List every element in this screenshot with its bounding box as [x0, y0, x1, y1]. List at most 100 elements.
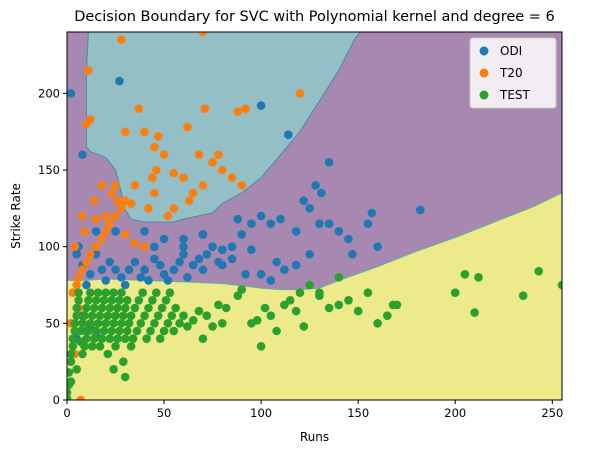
point-test [179, 311, 188, 321]
point-test [161, 296, 171, 305]
point-odi [233, 214, 243, 224]
point-t20 [82, 119, 91, 129]
point-t20 [101, 211, 111, 221]
point-odi [241, 270, 250, 279]
scatter-points [67, 32, 562, 400]
point-t20 [153, 132, 163, 141]
point-odi [120, 280, 130, 290]
point-t20 [150, 142, 159, 152]
point-test [124, 319, 134, 328]
point-test [128, 334, 138, 344]
point-test [70, 319, 80, 328]
point-odi [334, 227, 344, 236]
point-t20 [163, 211, 173, 221]
x-tick-label: 200 [444, 406, 466, 420]
point-test [221, 303, 231, 313]
point-odi [247, 219, 256, 228]
point-t20 [82, 257, 91, 267]
point-test [97, 334, 107, 344]
point-t20 [233, 107, 243, 116]
point-odi [280, 265, 289, 275]
x-tick-label: 0 [63, 406, 70, 420]
point-test [67, 357, 76, 366]
point-test [93, 319, 103, 328]
point-t20 [194, 150, 204, 159]
point-odi [130, 257, 140, 267]
point-test [470, 308, 479, 317]
point-t20 [198, 181, 208, 190]
point-test [86, 288, 95, 298]
point-test [117, 288, 126, 298]
point-t20 [117, 204, 126, 213]
point-test [130, 303, 140, 313]
point-t20 [227, 173, 237, 182]
legend-label-odi: ODI [500, 44, 522, 58]
point-test [324, 303, 334, 313]
point-odi [247, 245, 256, 254]
point-test [67, 388, 72, 397]
point-odi [202, 250, 212, 259]
point-test [97, 303, 107, 313]
point-test [299, 322, 309, 331]
point-test [82, 303, 91, 313]
point-t20 [120, 230, 130, 239]
point-t20 [78, 211, 87, 221]
point-odi [179, 234, 188, 244]
point-odi [150, 242, 159, 251]
point-odi [72, 250, 81, 259]
point-test [344, 296, 353, 305]
point-odi [198, 230, 208, 239]
point-test [208, 322, 217, 331]
legend: ODI T20 TEST [469, 37, 557, 109]
point-test [291, 306, 301, 316]
point-test [101, 288, 111, 298]
point-test [76, 326, 85, 336]
point-test [280, 300, 289, 310]
legend-marker-t20 [479, 68, 489, 78]
point-test [80, 342, 89, 351]
point-odi [324, 219, 334, 228]
point-test [87, 342, 97, 351]
point-test [87, 311, 97, 321]
point-test [295, 288, 305, 298]
plot-frame [66, 31, 563, 401]
point-test [272, 326, 281, 336]
y-axis: 0 50 100 150 200 [38, 86, 67, 407]
point-test [383, 311, 392, 321]
point-t20 [152, 165, 161, 175]
point-t20 [188, 188, 198, 198]
point-test [165, 288, 175, 298]
point-t20 [295, 89, 305, 98]
point-test [95, 342, 105, 351]
x-tick-label: 100 [250, 406, 272, 420]
point-t20 [159, 150, 169, 159]
point-odi [305, 250, 314, 259]
point-t20 [105, 219, 114, 228]
point-test [373, 319, 382, 328]
point-t20 [78, 265, 87, 275]
point-odi [363, 219, 373, 228]
point-odi [175, 257, 184, 267]
point-test [392, 300, 402, 310]
point-test [105, 303, 114, 313]
point-odi [140, 265, 149, 275]
point-t20 [214, 150, 223, 159]
point-test [534, 266, 543, 276]
point-test [103, 311, 113, 321]
point-t20 [117, 35, 126, 44]
point-t20 [113, 196, 122, 205]
point-t20 [169, 168, 179, 178]
point-t20 [111, 211, 120, 221]
point-test [334, 300, 344, 310]
point-test [138, 288, 147, 298]
point-odi [105, 257, 114, 267]
point-odi [198, 265, 208, 275]
point-test [119, 311, 128, 321]
point-odi [78, 150, 87, 159]
point-test [68, 334, 78, 344]
point-test [140, 311, 149, 321]
y-tick-label: 150 [38, 163, 60, 177]
point-odi [266, 276, 276, 285]
point-test [101, 319, 111, 328]
point-test [334, 273, 344, 282]
